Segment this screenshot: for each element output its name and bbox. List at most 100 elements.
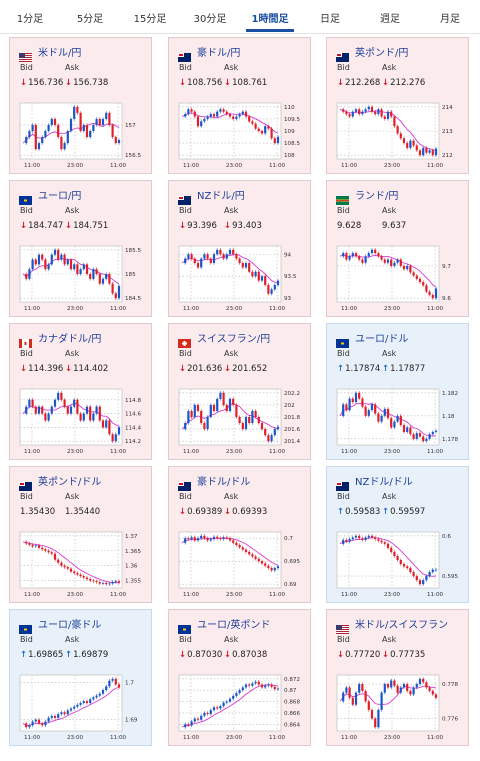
currency-card[interactable]: 豪ドル/円 Bid Ask ↓108.756 ↓108.761 110 109.5 109 10…	[168, 37, 311, 174]
currency-card[interactable]: ランド/円 Bid Ask 9.628 9.637 9.7 9.6 11:00 23:00 11:…	[326, 180, 469, 317]
currency-card[interactable]: 米ドル/円 Bid Ask ↓156.736 ↓156.738 157 156.5 11:00…	[9, 37, 152, 174]
candle	[270, 568, 273, 571]
tab-1min[interactable]: 1分足	[16, 13, 44, 25]
candle	[358, 256, 361, 260]
pair-name[interactable]: カナダドル/円	[38, 333, 102, 345]
candle	[105, 686, 108, 691]
price-chart[interactable]: 214 213 212 11:00 23:00 11:00	[335, 101, 463, 169]
price-chart[interactable]: 94 93.5 93 11:00 23:00 11:00	[177, 244, 305, 312]
price-chart[interactable]: 110 109.5 109 108.5 108 11:00 23:00 11:00	[177, 101, 305, 169]
x-tick-label: 11:00	[269, 592, 286, 598]
pair-name[interactable]: 英ポンド/円	[355, 47, 409, 59]
price-chart[interactable]: 0.6 0.595 11:00 23:00 11:00	[335, 530, 463, 598]
pair-name[interactable]: 米ドル/スイスフラン	[355, 619, 449, 631]
y-tick-label: 9.6	[442, 296, 451, 302]
candle	[383, 542, 386, 544]
currency-card[interactable]: ユーロ/円 Bid Ask ↓184.747 ↓184.751 185.5 185 184.5…	[9, 180, 152, 317]
currency-card[interactable]: 英ポンド/円 Bid Ask ↓212.268 ↓212.276 214 213 212 11:…	[326, 37, 469, 174]
y-tick-label: 213	[442, 129, 453, 135]
candle	[374, 537, 377, 540]
price-chart[interactable]: 1.37 1.365 1.36 1.355 11:00 23:00 11:00	[18, 530, 146, 598]
currency-card[interactable]: ユーロ/ドル Bid Ask ↑1.17874 ↑1.17877 1.182 1.18 1.1…	[326, 323, 469, 460]
tab-divider	[0, 33, 480, 34]
price-chart[interactable]: 9.7 9.6 11:00 23:00 11:00	[335, 244, 463, 312]
candle	[254, 681, 257, 684]
pair-name[interactable]: 米ドル/円	[38, 47, 82, 59]
arrow-down-icon: ↓	[337, 650, 345, 660]
currency-card[interactable]: 米ドル/スイスフラン Bid Ask ↓0.77720 ↓0.77735 0.778 0.7…	[326, 609, 469, 746]
tab-weekly[interactable]: 週足	[380, 13, 400, 25]
candle	[200, 121, 203, 127]
candle	[428, 572, 431, 577]
bid-value: 1.17874	[345, 364, 381, 374]
tab-daily[interactable]: 日足	[320, 13, 340, 25]
arrow-up-icon: ↑	[20, 650, 28, 660]
price-chart[interactable]: 0.872 0.87 0.868 0.866 0.864 11:00 23:00 11:00	[177, 673, 305, 741]
price-chart[interactable]: 0.778 0.776 11:00 23:00 11:00	[335, 673, 463, 741]
currency-card[interactable]: スイスフラン/円 Bid Ask ↓201.636 ↓201.652 202.2 202 20…	[168, 323, 311, 460]
candle	[396, 685, 399, 693]
candle	[402, 138, 406, 144]
candle	[57, 249, 60, 260]
candle	[89, 131, 92, 138]
tab-1hour[interactable]: 1時間足	[240, 0, 300, 34]
candle	[273, 284, 276, 290]
candle	[390, 680, 393, 688]
currency-card[interactable]: ユーロ/豪ドル Bid Ask ↑1.69865 ↑1.69879 1.7 1.69 11:0…	[9, 609, 152, 746]
candle	[28, 543, 31, 545]
pair-name[interactable]: 英ポンド/ドル	[38, 476, 102, 488]
ask-label: Ask	[65, 349, 80, 358]
price-chart[interactable]: 114.8 114.6 114.4 114.2 11:00 23:00 11:00	[18, 387, 146, 455]
pair-name[interactable]: スイスフラン/円	[197, 333, 271, 345]
candle	[76, 106, 79, 113]
gb-flag-icon	[336, 47, 349, 62]
price-chart[interactable]: 185.5 185 184.5 11:00 23:00 11:00	[18, 244, 146, 312]
candle	[79, 269, 82, 274]
candle	[95, 695, 98, 698]
pair-name[interactable]: ユーロ/ドル	[355, 333, 409, 345]
price-chart[interactable]: 0.7 0.695 0.69 11:00 23:00 11:00	[177, 530, 305, 598]
candle	[425, 438, 428, 442]
candle	[203, 535, 206, 539]
pair-name[interactable]: ランド/円	[355, 190, 399, 202]
y-tick-label: 201.4	[284, 439, 300, 445]
pair-name[interactable]: NZドル/円	[197, 190, 245, 202]
price-chart[interactable]: 1.7 1.69 11:00 23:00 11:00	[18, 673, 146, 741]
pair-name[interactable]: 豪ドル/円	[197, 47, 241, 59]
pair-name[interactable]: ユーロ/円	[38, 190, 82, 202]
currency-card[interactable]: NZドル/円 Bid Ask ↓93.396 ↓93.403 94 93.5 93 11:00 2…	[168, 180, 311, 317]
price-chart[interactable]: 157 156.5 11:00 23:00 11:00	[18, 101, 146, 169]
candle	[415, 275, 418, 279]
x-tick-label: 11:00	[269, 163, 286, 169]
candle	[57, 714, 60, 718]
tab-monthly[interactable]: 月足	[440, 13, 460, 25]
candle	[50, 254, 53, 265]
currency-card[interactable]: ユーロ/英ポンド Bid Ask ↓0.87030 ↓0.87038 0.872 0.87 0…	[168, 609, 311, 746]
currency-card[interactable]: 英ポンド/ドル Bid Ask 1.35430 1.35440 1.37 1.365 1.36…	[9, 466, 152, 603]
pair-name[interactable]: ユーロ/英ポンド	[197, 619, 271, 631]
candle	[393, 262, 396, 266]
pair-name[interactable]: ユーロ/豪ドル	[38, 619, 102, 631]
candle	[244, 549, 248, 552]
y-tick-label: 201.8	[284, 415, 300, 421]
ask-value-wrap: ↓108.761	[224, 78, 267, 88]
currency-card[interactable]: NZドル/ドル Bid Ask ↑0.59583 ↑0.59597 0.6 0.595 11:…	[326, 466, 469, 603]
tab-30min[interactable]: 30分足	[193, 13, 227, 25]
price-chart[interactable]: 202.2 202 201.8 201.6 201.4 11:00 23:00 11:00	[177, 387, 305, 455]
pair-name[interactable]: 豪ドル/ドル	[197, 476, 251, 488]
card-title: 米ドル/スイスフラン	[336, 616, 449, 634]
candle	[425, 682, 428, 688]
candle	[44, 413, 47, 421]
price-chart[interactable]: 1.182 1.18 1.178 11:00 23:00 11:00	[335, 387, 463, 455]
candle	[225, 111, 228, 115]
tab-15min[interactable]: 15分足	[133, 13, 167, 25]
currency-card[interactable]: 豪ドル/ドル Bid Ask ↓0.69389 ↓0.69393 0.7 0.695 0.69…	[168, 466, 311, 603]
currency-card[interactable]: カナダドル/円 Bid Ask ↓114.396 ↓114.402 114.8 114.6 1…	[9, 323, 152, 460]
tab-5min[interactable]: 5分足	[76, 13, 104, 25]
pair-name[interactable]: NZドル/ドル	[355, 476, 413, 488]
candle	[345, 539, 348, 542]
bid-value: 201.636	[187, 364, 223, 374]
candle	[222, 392, 225, 405]
candle	[431, 431, 434, 435]
ask-value: 108.761	[232, 78, 268, 88]
